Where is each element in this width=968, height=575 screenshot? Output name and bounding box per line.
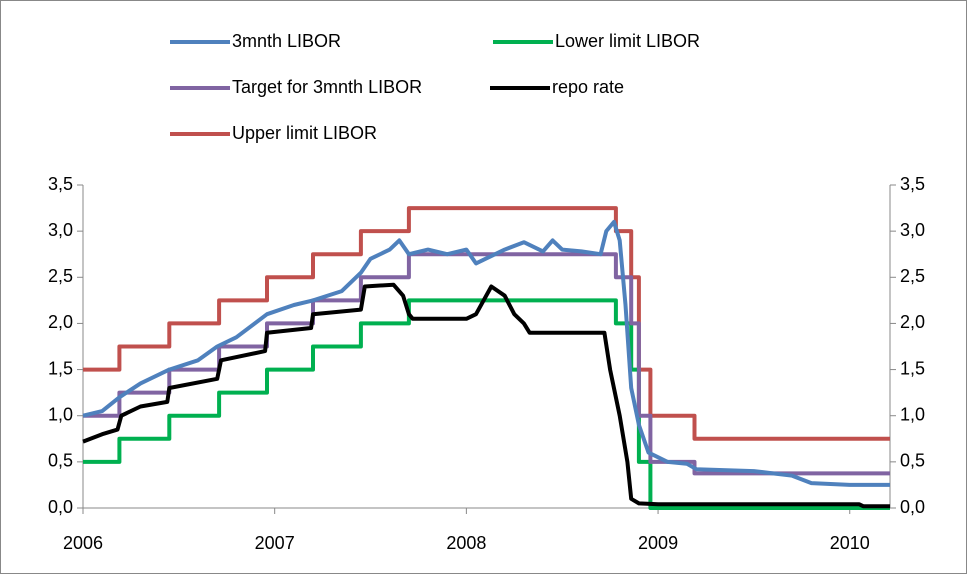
y-tick-label: 3,0 [48,220,73,240]
y-tick-label: 0,5 [48,451,73,471]
x-tick-label: 2010 [830,533,870,553]
series-line [83,298,890,510]
legend-label: Target for 3mnth LIBOR [232,77,422,97]
y2-tick-label: 2,0 [900,312,925,332]
y2-tick-label: 3,5 [900,174,925,194]
series-line [83,252,890,476]
x-tick-label: 2008 [446,533,486,553]
y-tick-label: 1,0 [48,404,73,424]
legend-label: repo rate [552,77,624,97]
series-line [82,282,890,509]
y2-tick-label: 2,5 [900,266,925,286]
y2-tick-label: 0,5 [900,451,925,471]
y2-tick-label: 1,0 [900,404,925,424]
x-tick-label: 2006 [63,533,103,553]
y-tick-label: 1,5 [48,358,73,378]
x-tick-label: 2007 [255,533,295,553]
y-tick-label: 3,5 [48,174,73,194]
y-tick-label: 2,5 [48,266,73,286]
legend-label: Lower limit LIBOR [555,31,700,51]
legend-label: 3mnth LIBOR [232,31,341,51]
legend-label: Upper limit LIBOR [232,123,377,143]
y2-tick-label: 1,5 [900,358,925,378]
y2-tick-label: 3,0 [900,220,925,240]
y-tick-label: 0,0 [48,497,73,517]
y-tick-label: 2,0 [48,312,73,332]
series-line [82,219,890,487]
y2-tick-label: 0,0 [900,497,925,517]
series-line [83,206,890,441]
x-tick-label: 2009 [638,533,678,553]
